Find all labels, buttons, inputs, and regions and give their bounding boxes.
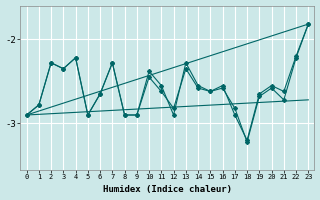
X-axis label: Humidex (Indice chaleur): Humidex (Indice chaleur) <box>103 185 232 194</box>
